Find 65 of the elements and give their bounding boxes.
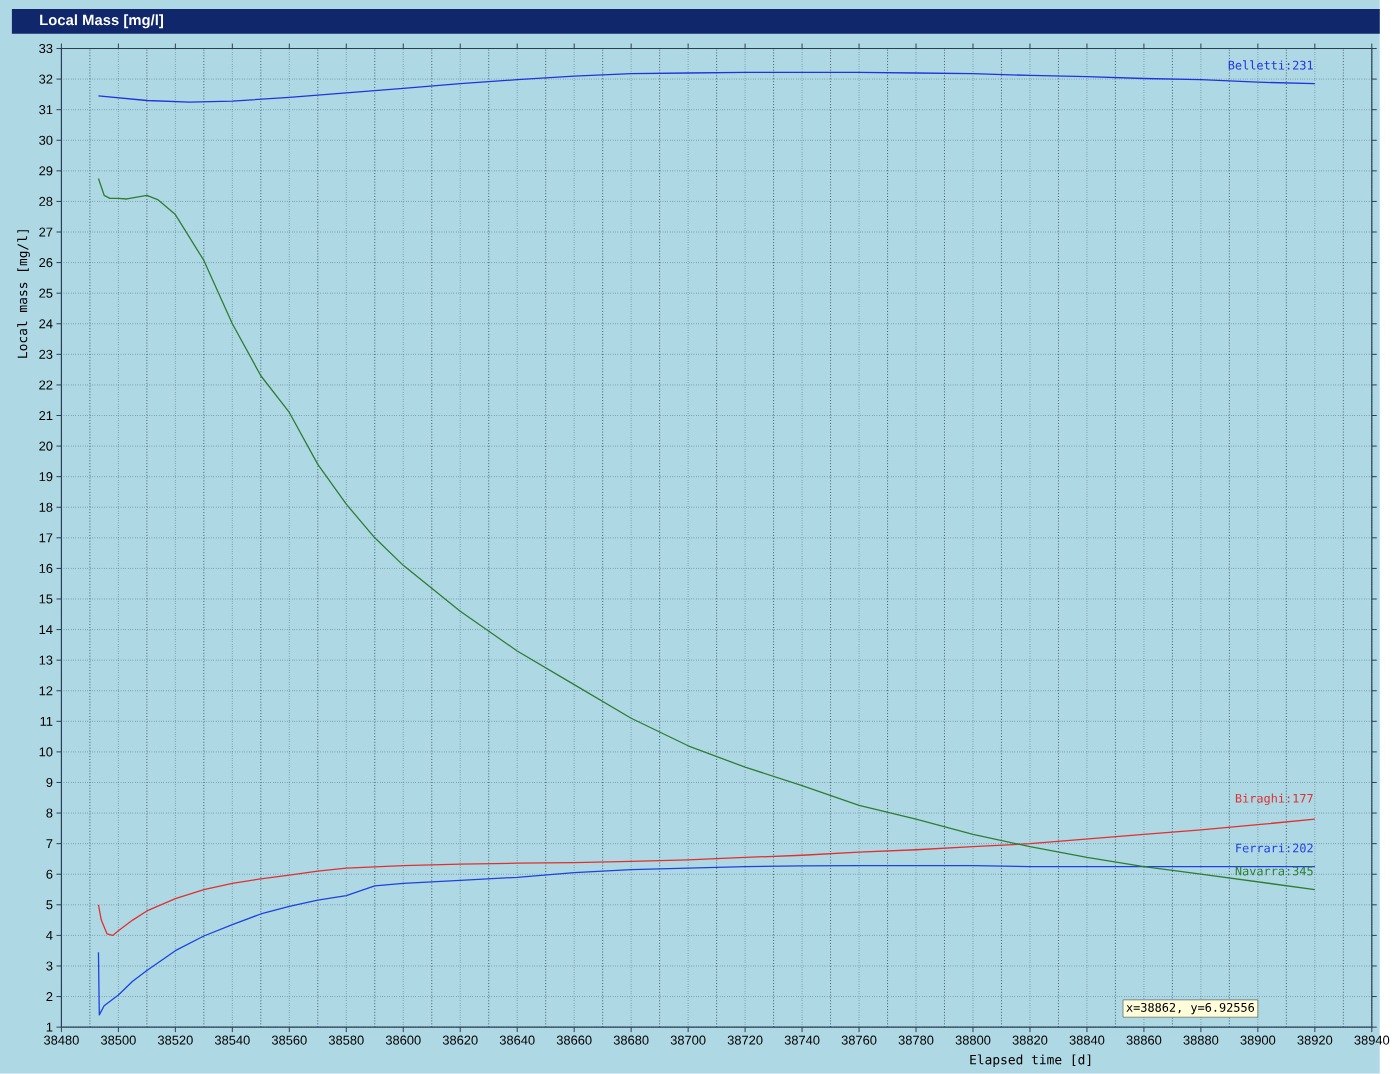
x-tick-label: 38700 bbox=[670, 1035, 706, 1045]
y-tick-label: 20 bbox=[39, 441, 53, 451]
y-tick-label: 28 bbox=[39, 197, 53, 207]
y-tick-label: 12 bbox=[39, 686, 53, 696]
y-tick-label: 21 bbox=[39, 411, 53, 421]
x-tick-label: 38900 bbox=[1240, 1035, 1276, 1045]
x-tick-label: 38480 bbox=[44, 1035, 79, 1045]
series-label: Navarra:345 bbox=[1235, 866, 1313, 876]
x-axis-title: Elapsed time [d] bbox=[970, 1054, 1091, 1068]
x-tick-label: 38940 bbox=[1354, 1035, 1390, 1045]
y-tick-label: 1 bbox=[46, 1022, 53, 1032]
x-tick-label: 38780 bbox=[898, 1035, 934, 1045]
x-tick-label: 38560 bbox=[271, 1035, 307, 1045]
y-tick-label: 32 bbox=[39, 74, 53, 84]
y-tick-label: 15 bbox=[39, 594, 53, 604]
x-tick-label: 38740 bbox=[784, 1035, 820, 1045]
y-tick-label: 24 bbox=[39, 319, 53, 329]
y-tick-label: 23 bbox=[39, 349, 53, 360]
x-tick-label: 38620 bbox=[442, 1035, 478, 1045]
x-tick-label: 38640 bbox=[499, 1035, 535, 1045]
y-tick-label: 3 bbox=[46, 961, 53, 971]
x-tick-label: 38600 bbox=[385, 1035, 421, 1045]
y-tick-label: 26 bbox=[39, 258, 53, 268]
x-tick-label: 38580 bbox=[328, 1035, 364, 1045]
x-tick-label: 38800 bbox=[955, 1035, 991, 1045]
y-tick-label: 31 bbox=[39, 105, 53, 115]
y-tick-label: 25 bbox=[39, 288, 53, 298]
y-tick-label: 4 bbox=[46, 931, 53, 940]
x-tick-label: 38660 bbox=[556, 1035, 592, 1045]
y-tick-label: 10 bbox=[39, 747, 53, 757]
x-tick-label: 38540 bbox=[214, 1035, 250, 1045]
y-tick-label: 29 bbox=[39, 166, 53, 176]
x-tick-label: 38860 bbox=[1126, 1035, 1162, 1045]
series-label: Ferrari:202 bbox=[1236, 843, 1313, 853]
y-tick-label: 27 bbox=[39, 227, 53, 237]
y-tick-label: 7 bbox=[46, 839, 53, 849]
y-tick-label: 16 bbox=[39, 564, 53, 574]
x-tick-label: 38760 bbox=[841, 1035, 877, 1045]
y-tick-label: 22 bbox=[39, 380, 53, 390]
annotation: x=38862, y=6.92556 bbox=[1126, 1003, 1255, 1015]
x-tick-label: 38680 bbox=[613, 1035, 649, 1045]
y-axis-title: Local mass [mg/l] bbox=[17, 230, 30, 358]
x-tick-label: 38880 bbox=[1183, 1035, 1219, 1045]
y-tick-label: 18 bbox=[39, 502, 53, 512]
y-tick-label: 13 bbox=[39, 655, 53, 665]
x-tick-label: 38920 bbox=[1297, 1035, 1333, 1045]
y-tick-label: 30 bbox=[39, 135, 53, 145]
chart-title: Local Mass [mg/l] bbox=[40, 14, 163, 29]
x-tick-label: 38520 bbox=[157, 1035, 193, 1045]
series-label: Biraghi:177 bbox=[1235, 793, 1313, 806]
y-tick-label: 11 bbox=[40, 717, 53, 726]
x-tick-label: 38720 bbox=[727, 1035, 763, 1045]
y-tick-label: 5 bbox=[46, 900, 53, 910]
y-tick-label: 19 bbox=[39, 472, 53, 482]
x-tick-label: 38820 bbox=[1012, 1035, 1048, 1045]
y-tick-label: 9 bbox=[46, 778, 53, 788]
y-tick-label: 8 bbox=[46, 808, 53, 818]
y-tick-label: 14 bbox=[39, 625, 53, 635]
series-label: Belletti:231 bbox=[1228, 60, 1313, 70]
x-tick-label: 38840 bbox=[1069, 1035, 1105, 1045]
y-tick-label: 17 bbox=[39, 533, 53, 543]
y-tick-label: 33 bbox=[39, 44, 53, 54]
y-tick-label: 6 bbox=[46, 869, 53, 879]
y-tick-label: 2 bbox=[46, 992, 53, 1002]
x-tick-label: 38500 bbox=[100, 1035, 136, 1045]
